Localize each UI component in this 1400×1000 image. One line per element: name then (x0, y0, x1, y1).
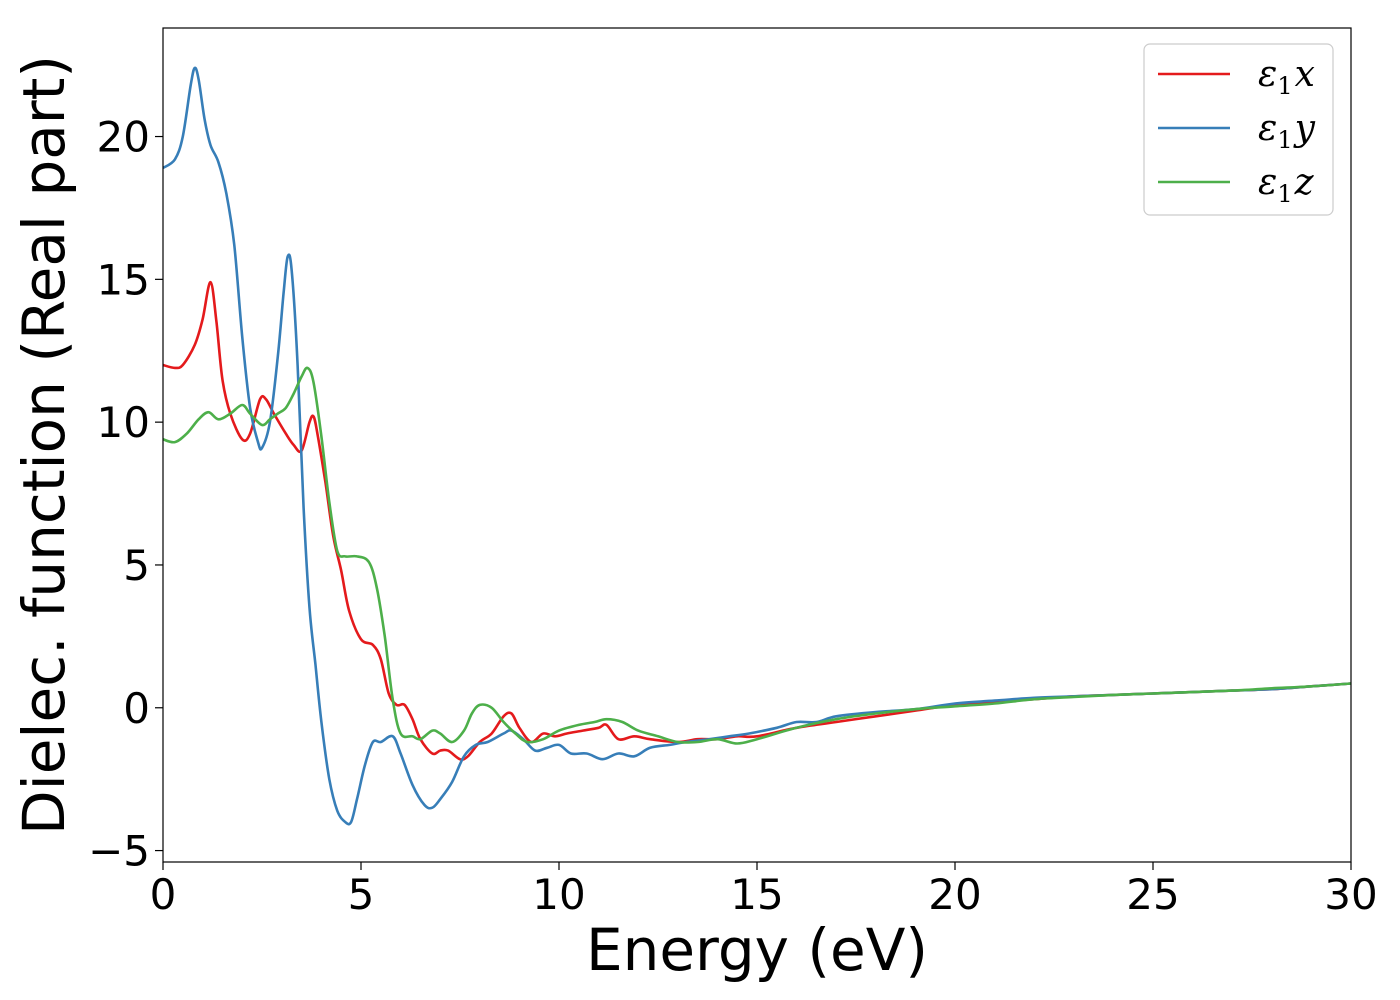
x-tick-label: 5 (348, 870, 375, 919)
legend-variable: z (1294, 162, 1315, 203)
x-tick-label: 20 (928, 870, 981, 919)
x-axis-title: Energy (eV) (586, 916, 928, 984)
legend-label-z: ε1z (1258, 162, 1315, 208)
y-axis-title: Dielec. function (Real part) (10, 55, 78, 835)
x-tick-label: 25 (1126, 870, 1179, 919)
y-tick-label: 15 (97, 255, 150, 304)
y-tick-label: 0 (123, 684, 150, 733)
legend-subscript: 1 (1277, 180, 1292, 208)
x-tick-label: 0 (150, 870, 177, 919)
legend-symbol: ε (1258, 54, 1277, 95)
series-line-y (163, 66, 1351, 826)
y-axis-ticks: −5 0 5 10 15 20 (88, 113, 163, 876)
series-line-x (163, 280, 1351, 761)
legend-label-y: ε1y (1258, 108, 1316, 154)
y-tick-label: 20 (97, 113, 150, 162)
x-tick-label: 10 (532, 870, 585, 919)
legend-label-x: ε1x (1258, 54, 1315, 100)
y-tick-label: −5 (88, 827, 150, 876)
legend-symbol: ε (1258, 162, 1277, 203)
legend-variable: x (1295, 54, 1315, 95)
series-layer (163, 66, 1351, 826)
series-line-z (163, 366, 1351, 745)
y-tick-label: 5 (123, 541, 150, 590)
y-tick-label: 10 (97, 398, 150, 447)
legend-subscript: 1 (1277, 72, 1292, 100)
x-axis-ticks: 0 5 10 15 20 25 30 (150, 862, 1378, 919)
legend-variable: y (1293, 108, 1316, 149)
legend-symbol: ε (1258, 108, 1277, 149)
legend-box (1143, 43, 1334, 216)
legend-subscript: 1 (1277, 126, 1292, 154)
x-tick-label: 30 (1324, 870, 1377, 919)
x-tick-label: 15 (730, 870, 783, 919)
